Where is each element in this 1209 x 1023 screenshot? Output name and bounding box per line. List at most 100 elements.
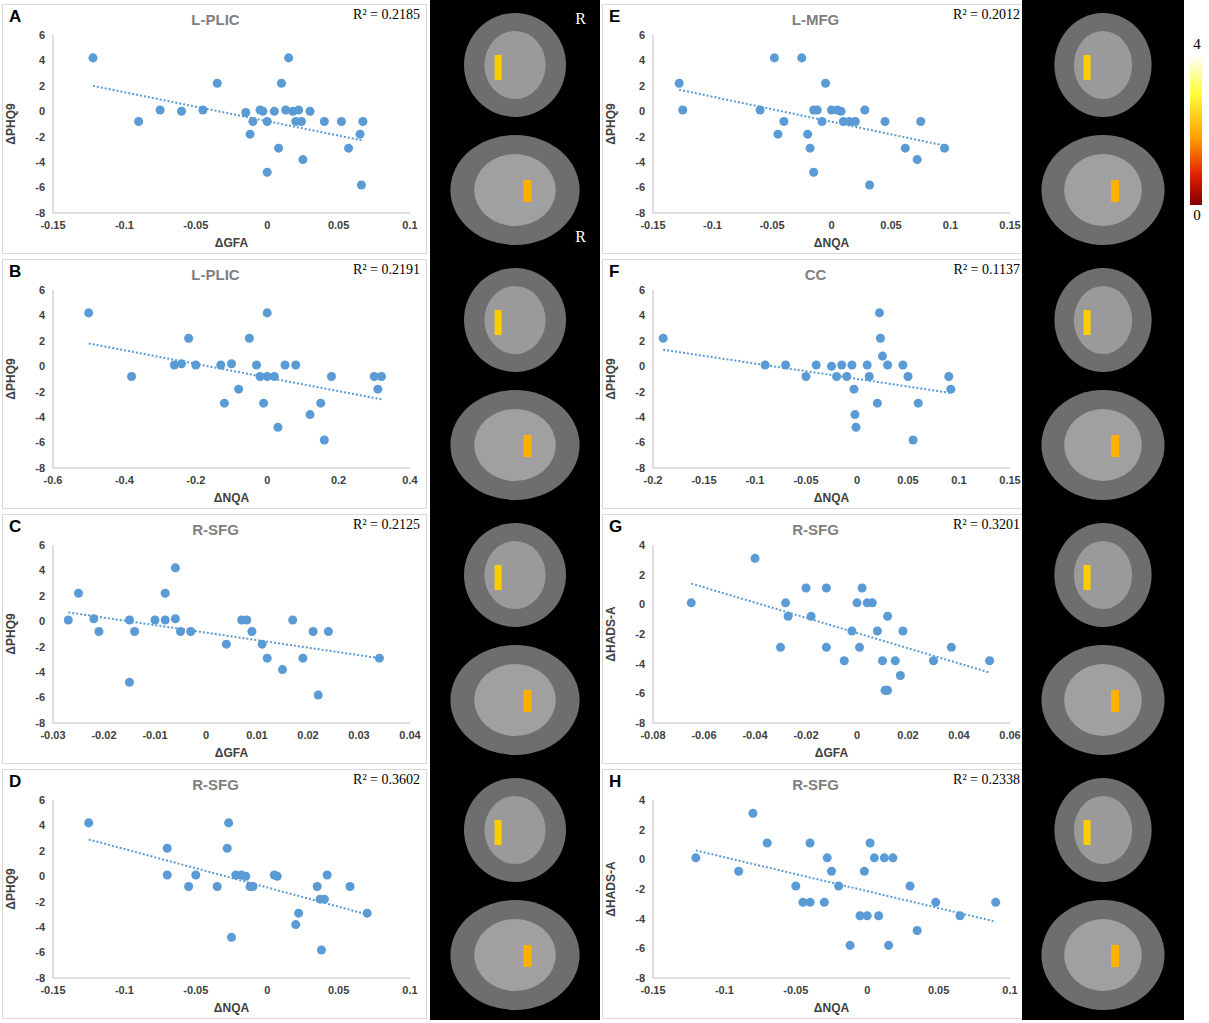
- svg-text:-0.4: -0.4: [115, 474, 135, 486]
- svg-text:ΔNQA: ΔNQA: [214, 1001, 250, 1015]
- svg-text:-8: -8: [35, 717, 45, 729]
- svg-text:-2: -2: [635, 883, 645, 895]
- svg-text:-4: -4: [35, 921, 46, 933]
- svg-text:-0.06: -0.06: [691, 729, 716, 741]
- svg-text:-0.04: -0.04: [742, 729, 768, 741]
- svg-text:-4: -4: [635, 913, 646, 925]
- svg-text:0: 0: [203, 729, 209, 741]
- svg-text:0.05: 0.05: [328, 984, 349, 996]
- svg-text:-0.1: -0.1: [715, 984, 734, 996]
- svg-text:-8: -8: [635, 462, 645, 474]
- svg-text:0: 0: [264, 984, 270, 996]
- svg-text:-2: -2: [635, 386, 645, 398]
- svg-text:4: 4: [639, 539, 646, 551]
- svg-text:4: 4: [639, 54, 646, 66]
- svg-text:0: 0: [264, 219, 270, 231]
- svg-text:0.1: 0.1: [951, 474, 966, 486]
- svg-text:-6: -6: [35, 181, 45, 193]
- svg-text:-4: -4: [35, 156, 46, 168]
- svg-text:0: 0: [639, 598, 645, 610]
- svg-text:ΔPHQ9: ΔPHQ9: [604, 103, 618, 145]
- svg-text:6: 6: [39, 29, 45, 41]
- svg-text:0: 0: [639, 360, 645, 372]
- svg-text:0.05: 0.05: [897, 474, 918, 486]
- svg-text:0.1: 0.1: [1002, 984, 1017, 996]
- svg-text:0.04: 0.04: [948, 729, 970, 741]
- svg-text:4: 4: [639, 309, 646, 321]
- svg-text:ΔPHQ9: ΔPHQ9: [4, 868, 18, 910]
- svg-text:2: 2: [39, 335, 45, 347]
- svg-text:4: 4: [39, 564, 46, 576]
- svg-text:-2: -2: [35, 386, 45, 398]
- svg-text:-0.1: -0.1: [115, 984, 134, 996]
- svg-text:-8: -8: [35, 462, 45, 474]
- svg-text:-8: -8: [35, 207, 45, 219]
- svg-text:-0.15: -0.15: [640, 219, 665, 231]
- svg-text:2: 2: [39, 80, 45, 92]
- svg-text:-2: -2: [35, 896, 45, 908]
- svg-text:-6: -6: [635, 181, 645, 193]
- svg-text:-0.05: -0.05: [759, 219, 784, 231]
- svg-text:-6: -6: [35, 946, 45, 958]
- svg-text:ΔNQA: ΔNQA: [814, 491, 850, 505]
- svg-text:2: 2: [639, 824, 645, 836]
- svg-text:0: 0: [39, 615, 45, 627]
- svg-text:0: 0: [854, 729, 860, 741]
- svg-text:-2: -2: [35, 131, 45, 143]
- svg-text:0: 0: [639, 853, 645, 865]
- svg-text:-0.02: -0.02: [91, 729, 116, 741]
- svg-text:-0.15: -0.15: [640, 984, 665, 996]
- svg-text:-0.01: -0.01: [142, 729, 167, 741]
- svg-text:ΔPHQ9: ΔPHQ9: [604, 358, 618, 400]
- svg-text:-2: -2: [635, 131, 645, 143]
- svg-text:-0.05: -0.05: [183, 984, 208, 996]
- svg-text:ΔPHQ9: ΔPHQ9: [4, 103, 18, 145]
- svg-text:0.05: 0.05: [928, 984, 949, 996]
- svg-text:-6: -6: [35, 436, 45, 448]
- svg-text:-4: -4: [635, 156, 646, 168]
- svg-text:ΔGFA: ΔGFA: [815, 746, 849, 760]
- svg-text:0: 0: [639, 105, 645, 117]
- svg-text:4: 4: [639, 794, 646, 806]
- svg-text:0: 0: [39, 870, 45, 882]
- svg-text:4: 4: [39, 54, 46, 66]
- svg-text:0: 0: [39, 105, 45, 117]
- svg-text:-4: -4: [35, 411, 46, 423]
- svg-text:0: 0: [864, 984, 870, 996]
- svg-text:-6: -6: [35, 691, 45, 703]
- svg-text:0.02: 0.02: [897, 729, 918, 741]
- svg-text:-0.15: -0.15: [40, 984, 65, 996]
- svg-text:ΔNQA: ΔNQA: [814, 236, 850, 250]
- svg-text:-0.15: -0.15: [40, 219, 65, 231]
- svg-text:-2: -2: [635, 628, 645, 640]
- svg-text:ΔPHQ9: ΔPHQ9: [4, 358, 18, 400]
- svg-text:0.02: 0.02: [297, 729, 318, 741]
- svg-text:0.03: 0.03: [348, 729, 369, 741]
- svg-text:0.05: 0.05: [880, 219, 901, 231]
- svg-text:0.01: 0.01: [246, 729, 267, 741]
- svg-text:0.15: 0.15: [999, 474, 1020, 486]
- svg-text:0.05: 0.05: [328, 219, 349, 231]
- svg-text:ΔNQA: ΔNQA: [214, 491, 250, 505]
- svg-text:-6: -6: [635, 436, 645, 448]
- svg-text:0: 0: [854, 474, 860, 486]
- svg-text:-0.05: -0.05: [183, 219, 208, 231]
- svg-text:0.04: 0.04: [399, 729, 421, 741]
- svg-text:-0.02: -0.02: [793, 729, 818, 741]
- svg-text:6: 6: [39, 284, 45, 296]
- svg-text:-0.6: -0.6: [44, 474, 63, 486]
- svg-text:2: 2: [639, 569, 645, 581]
- svg-text:6: 6: [639, 29, 645, 41]
- svg-text:ΔHADS-A: ΔHADS-A: [604, 606, 618, 662]
- svg-text:0.06: 0.06: [999, 729, 1020, 741]
- svg-text:2: 2: [39, 845, 45, 857]
- svg-text:ΔGFA: ΔGFA: [215, 236, 249, 250]
- svg-text:-0.2: -0.2: [186, 474, 205, 486]
- svg-text:-0.05: -0.05: [783, 984, 808, 996]
- svg-text:0: 0: [39, 360, 45, 372]
- svg-text:-4: -4: [635, 411, 646, 423]
- svg-text:-6: -6: [635, 687, 645, 699]
- svg-text:-4: -4: [35, 666, 46, 678]
- svg-text:0: 0: [828, 219, 834, 231]
- svg-text:2: 2: [639, 335, 645, 347]
